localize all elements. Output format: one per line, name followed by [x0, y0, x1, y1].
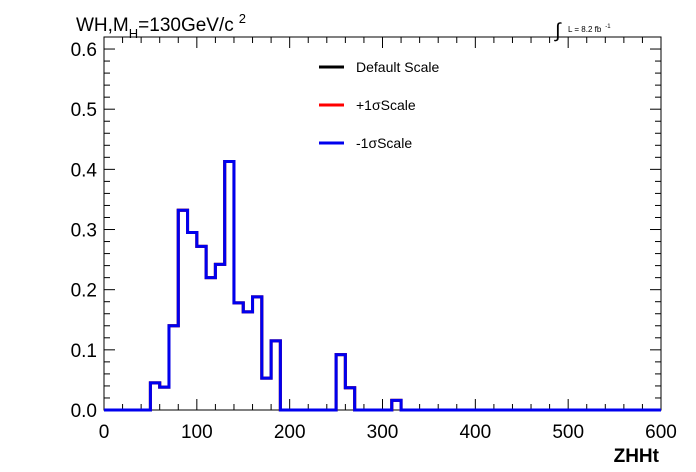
legend-label: +1σScale	[356, 97, 416, 113]
y-tick-label: 0.1	[71, 341, 97, 362]
title-main: WH,M	[76, 15, 129, 36]
legend: Default Scale +1σScale -1σScale	[319, 59, 439, 151]
x-tick-label: 0	[99, 422, 110, 443]
lumi-integral: ∫	[554, 20, 562, 42]
x-tick-label: 200	[274, 422, 306, 443]
legend-label: Default Scale	[356, 59, 439, 75]
x-tick-label: 600	[645, 422, 677, 443]
lumi-superscript: -1	[605, 24, 611, 30]
lumi-text: L = 8.2 fb	[568, 25, 602, 34]
axes: 0 100 200 300 400 500 600 0.0 0.1 0.2 0.3 0.4 0.5 0.6	[71, 36, 677, 443]
x-tick-label: 300	[367, 422, 399, 443]
title-mid: =130GeV/c	[138, 15, 234, 36]
title-subscript: H	[129, 26, 138, 41]
y-tick-label: 0.0	[71, 401, 97, 422]
chart-title: WH,MH=130GeV/c 2	[76, 11, 246, 41]
series-line	[104, 160, 661, 412]
legend-label: -1σScale	[356, 135, 412, 151]
x-tick-label: 500	[552, 422, 584, 443]
y-tick-label: 0.3	[71, 221, 97, 242]
y-tick-label: 0.2	[71, 281, 97, 302]
y-tick-label: 0.5	[71, 100, 97, 121]
x-tick-label: 100	[181, 422, 213, 443]
x-axis-title: ZHHt	[614, 446, 660, 467]
series-layer	[104, 160, 661, 412]
title-superscript: 2	[239, 11, 246, 26]
lumi-label: L = 8.2 fb -1	[568, 24, 611, 34]
y-tick-label: 0.4	[71, 160, 98, 181]
y-tick-label: 0.6	[71, 40, 97, 61]
x-tick-label: 400	[459, 422, 491, 443]
